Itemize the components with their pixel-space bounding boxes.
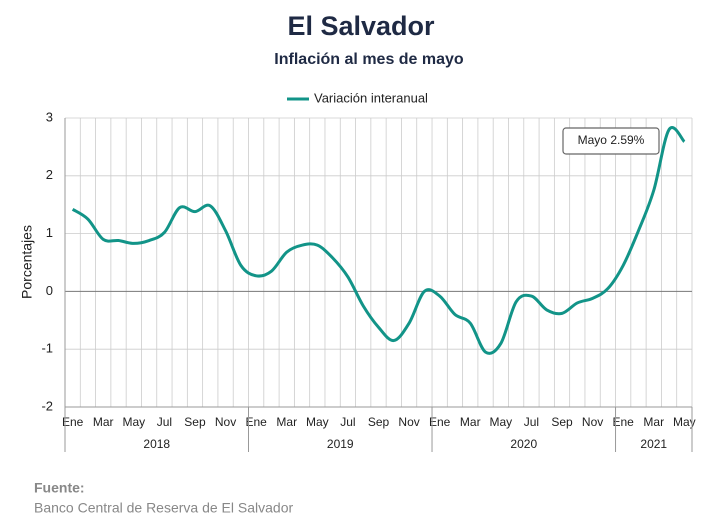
x-tick-label: Mar bbox=[276, 415, 297, 429]
chart-subtitle: Inflación al mes de mayo bbox=[274, 51, 464, 68]
x-group-label: 2018 bbox=[143, 437, 170, 451]
x-group-label: 2021 bbox=[640, 437, 667, 451]
y-tick-label: 3 bbox=[46, 109, 53, 124]
x-tick-label: Ene bbox=[62, 415, 84, 429]
x-tick-label: Ene bbox=[245, 415, 267, 429]
y-tick-label: 2 bbox=[46, 167, 53, 182]
x-tick-label: Jul bbox=[524, 415, 539, 429]
x-group-label: 2019 bbox=[327, 437, 354, 451]
chart-title: El Salvador bbox=[287, 11, 435, 41]
y-tick-label: -2 bbox=[41, 398, 53, 413]
y-tick-label: 1 bbox=[46, 225, 53, 240]
annotation-box bbox=[562, 127, 660, 155]
x-tick-label: Sep bbox=[551, 415, 573, 429]
x-tick-label: Ene bbox=[613, 415, 635, 429]
x-tick-label: Mar bbox=[460, 415, 481, 429]
legend-label: Variación interanual bbox=[314, 90, 428, 105]
x-tick-label: Nov bbox=[398, 415, 419, 429]
data-line bbox=[71, 126, 686, 355]
y-tick-label: 0 bbox=[46, 283, 53, 298]
x-tick-label: May bbox=[673, 415, 696, 429]
x-tick-label: Jul bbox=[340, 415, 355, 429]
x-tick-label: Ene bbox=[429, 415, 451, 429]
annotation: Mayo 2.59% bbox=[578, 133, 645, 147]
y-axis-label: Porcentajes bbox=[19, 225, 35, 299]
x-tick-label: Jul bbox=[157, 415, 172, 429]
source: Banco Central de Reserva de El Salvador bbox=[34, 500, 293, 516]
x-tick-label: May bbox=[306, 415, 329, 429]
source-label: Fuente: bbox=[34, 480, 85, 496]
x-tick-label: Sep bbox=[368, 415, 390, 429]
x-tick-label: Sep bbox=[184, 415, 206, 429]
y-tick-label: -1 bbox=[41, 341, 53, 356]
x-tick-label: Mar bbox=[643, 415, 664, 429]
x-tick-label: May bbox=[490, 415, 513, 429]
x-tick-label: Mar bbox=[93, 415, 114, 429]
x-tick-label: Nov bbox=[215, 415, 236, 429]
x-group-label: 2020 bbox=[510, 437, 537, 451]
x-tick-label: Nov bbox=[582, 415, 603, 429]
x-tick-label: May bbox=[122, 415, 145, 429]
